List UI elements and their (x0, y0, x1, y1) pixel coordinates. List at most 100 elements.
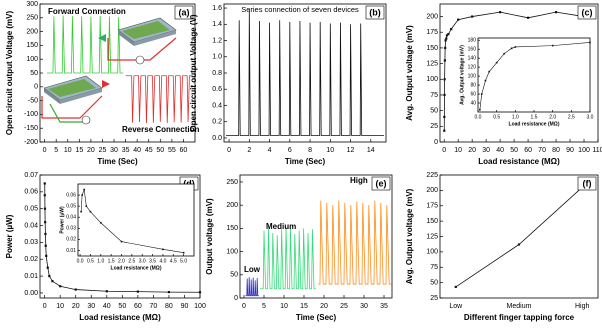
y-tick-label: 0 (34, 84, 38, 91)
panel-label-box (577, 176, 597, 191)
series-line (318, 200, 392, 285)
y-tick-label: 0.02 (24, 256, 38, 263)
x-tick-label: 4.0 (159, 258, 166, 264)
data-point (517, 243, 521, 246)
y-tick-label: 75 (430, 92, 438, 99)
y-axis-label: Power (µW) (5, 214, 14, 258)
series-line (46, 15, 124, 74)
y-tick-label: 0.03 (66, 226, 76, 232)
data-point (443, 129, 446, 132)
data-point (499, 11, 502, 14)
y-axis-label: Avg. Output voltage (mV) (459, 45, 465, 105)
data-point (450, 27, 453, 31)
data-point (46, 266, 49, 269)
x-tick-label: 30 (87, 303, 95, 310)
y-axis-label: Open circuit output Voltage (mV) (5, 11, 14, 136)
annotation: Series connection of seven devices (241, 5, 359, 14)
x-tick-label: 4 (268, 147, 272, 154)
x-tick-label: 2.0 (549, 114, 556, 120)
y-tick-label: 25 (430, 123, 438, 130)
x-tick-label: 90 (181, 303, 189, 310)
data-point (83, 188, 86, 191)
x-tick-label: 30 (360, 303, 368, 310)
x-tick-label: 40 (103, 303, 111, 310)
x-axis-label: Time (Sec) (285, 157, 326, 166)
y-tick-label: 100 (26, 56, 38, 63)
x-tick-label: 10 (454, 147, 462, 154)
data-point (136, 290, 139, 293)
y-tick-label: -100 (24, 111, 38, 118)
panel-label-box (174, 5, 194, 20)
data-point (510, 47, 513, 50)
series-line (260, 227, 316, 290)
plot-frame (439, 3, 599, 143)
x-tick-label: 2 (247, 147, 251, 154)
x-tick-label: 10 (326, 147, 334, 154)
y-tick-label: 175 (426, 29, 438, 36)
y-tick-label: 150 (226, 225, 238, 232)
x-tick-label: 25 (99, 147, 107, 154)
data-point (554, 11, 558, 14)
y-tick-label: 250 (226, 179, 238, 186)
x-tick-label: 50 (118, 303, 126, 310)
data-point (45, 254, 48, 257)
data-point (503, 52, 505, 55)
data-point (551, 44, 554, 47)
x-tick-label: 10 (64, 147, 72, 154)
x-tick-label: 80 (552, 147, 560, 154)
data-point (43, 182, 46, 185)
x-tick-label: 0.5 (493, 114, 500, 120)
x-tick-label: 60 (134, 303, 142, 310)
x-tick-label: 5 (54, 147, 58, 154)
data-point (447, 33, 450, 36)
y-tick-label: 160 (468, 47, 477, 53)
data-point (445, 37, 448, 40)
inset-background (478, 38, 590, 112)
x-tick-label: 25 (340, 303, 348, 310)
y-tick-label: 0 (234, 295, 238, 302)
y-tick-label: 300 (26, 1, 38, 8)
x-tick-label: Medium (507, 303, 532, 310)
x-tick-label: 0 (43, 147, 47, 154)
x-axis-label: Load resistance (MΩ) (79, 313, 161, 322)
x-tick-label: 4.5 (170, 258, 177, 264)
x-tick-label: 100 (194, 303, 206, 310)
y-axis-label: Output voltage (mV) (205, 198, 214, 275)
data-point (445, 34, 449, 37)
data-point (89, 210, 92, 213)
x-tick-label: 5 (262, 303, 266, 310)
data-point (198, 291, 202, 294)
panel-label-box (577, 5, 597, 20)
x-tick-label: 30 (110, 147, 118, 154)
panel-label-box (371, 176, 391, 191)
data-point (443, 78, 446, 81)
y-tick-label: 80 (470, 82, 476, 88)
y-tick-label: 100 (426, 249, 438, 256)
data-point (495, 61, 498, 64)
y-tick-label: 1.0 (212, 54, 222, 61)
x-tick-label: 0.5 (87, 258, 94, 264)
y-tick-label: 0.04 (24, 222, 38, 229)
x-tick-label: 70 (538, 147, 546, 154)
y-tick-label: 200 (426, 13, 438, 20)
series-line (479, 42, 591, 110)
x-tick-label: 40 (496, 147, 504, 154)
y-tick-label: 0.06 (24, 189, 38, 196)
y-tick-label: 60 (470, 91, 476, 97)
y-tick-label: 225 (426, 172, 438, 179)
x-tick-label: 3.0 (587, 114, 594, 120)
x-axis-label: Load resistance (MΩ) (478, 157, 560, 166)
data-point (454, 285, 457, 289)
y-tick-label: 140 (468, 56, 477, 62)
y-axis-label: Avg. Output voltage (mV) (405, 25, 414, 121)
y-tick-label: 100 (226, 248, 238, 255)
data-point (443, 93, 446, 97)
x-tick-label: 10 (56, 303, 64, 310)
y-tick-label: 25 (430, 295, 438, 302)
y-tick-label: 1.2 (212, 37, 222, 44)
plot-frame (439, 174, 599, 299)
y-tick-label: 180 (468, 38, 477, 44)
y-tick-label: -200 (24, 139, 38, 146)
data-point (444, 39, 447, 42)
x-tick-label: 2.0 (118, 258, 125, 264)
